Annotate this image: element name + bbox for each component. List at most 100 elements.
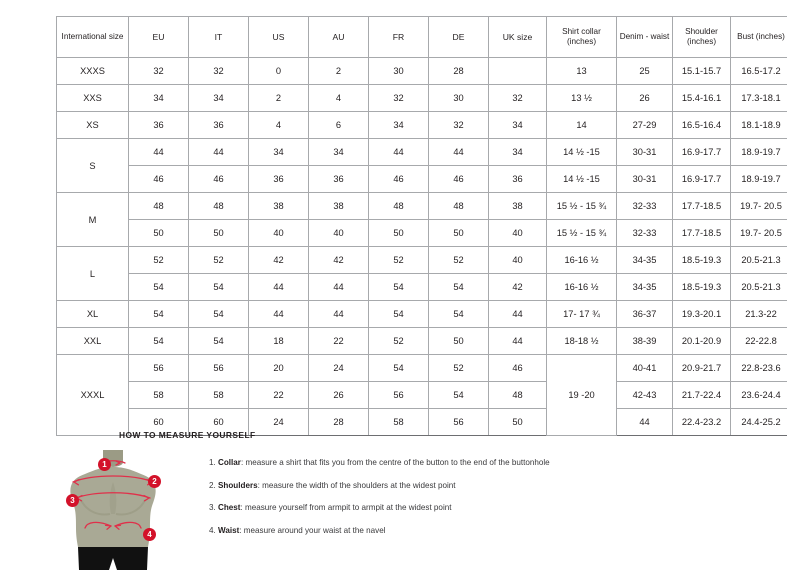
cell-bust: 21.3-22 xyxy=(731,301,787,328)
cell-it: 48 xyxy=(189,193,249,220)
cell-international-size: S xyxy=(57,139,129,193)
cell-eu: 54 xyxy=(129,328,189,355)
instruction-term: Shoulders xyxy=(218,481,258,490)
cell-it: 58 xyxy=(189,382,249,409)
cell-fr: 52 xyxy=(369,247,429,274)
size-chart-table-container: International size EU IT US AU FR DE UK … xyxy=(56,16,784,436)
column-header-de: DE xyxy=(429,17,489,58)
cell-collar: 14 ½ -15 xyxy=(547,166,617,193)
table-header: International size EU IT US AU FR DE UK … xyxy=(57,17,787,58)
cell-denim: 38-39 xyxy=(617,328,673,355)
size-chart-table: International size EU IT US AU FR DE UK … xyxy=(56,16,787,436)
cell-us: 20 xyxy=(249,355,309,382)
column-header-au: AU xyxy=(309,17,369,58)
cell-bust: 17.3-18.1 xyxy=(731,85,787,112)
cell-international-size: XS xyxy=(57,112,129,139)
cell-denim: 30-31 xyxy=(617,139,673,166)
cell-denim: 26 xyxy=(617,85,673,112)
cell-fr: 30 xyxy=(369,58,429,85)
cell-fr: 34 xyxy=(369,112,429,139)
cell-collar: 16-16 ½ xyxy=(547,274,617,301)
cell-fr: 56 xyxy=(369,382,429,409)
instruction-number: 1. xyxy=(209,458,216,467)
cell-bust: 24.4-25.2 xyxy=(731,409,787,436)
cell-uk xyxy=(489,58,547,85)
measurement-marker-2: 2 xyxy=(148,475,161,488)
instruction-item: 1. Collar: measure a shirt that fits you… xyxy=(209,458,550,468)
cell-international-size: L xyxy=(57,247,129,301)
cell-bust: 22.8-23.6 xyxy=(731,355,787,382)
column-header-eu: EU xyxy=(129,17,189,58)
cell-denim: 34-35 xyxy=(617,274,673,301)
column-header-it: IT xyxy=(189,17,249,58)
cell-denim: 25 xyxy=(617,58,673,85)
instruction-text: : measure the width of the shoulders at … xyxy=(258,481,456,490)
column-header-fr: FR xyxy=(369,17,429,58)
how-to-measure-title: HOW TO MEASURE YOURSELF xyxy=(119,430,719,440)
cell-au: 22 xyxy=(309,328,369,355)
cell-denim: 32-33 xyxy=(617,220,673,247)
cell-us: 0 xyxy=(249,58,309,85)
cell-international-size: XXXL xyxy=(57,355,129,436)
cell-us: 18 xyxy=(249,328,309,355)
cell-au: 44 xyxy=(309,301,369,328)
cell-collar: 18-18 ½ xyxy=(547,328,617,355)
cell-eu: 50 xyxy=(129,220,189,247)
instruction-term: Chest xyxy=(218,503,241,512)
cell-eu: 54 xyxy=(129,301,189,328)
cell-it: 52 xyxy=(189,247,249,274)
cell-denim: 42-43 xyxy=(617,382,673,409)
cell-collar: 13 ½ xyxy=(547,85,617,112)
measurement-marker-3: 3 xyxy=(66,494,79,507)
instruction-number: 2. xyxy=(209,481,216,490)
measurement-marker-1: 1 xyxy=(98,458,111,471)
cell-au: 40 xyxy=(309,220,369,247)
cell-de: 50 xyxy=(429,220,489,247)
cell-us: 42 xyxy=(249,247,309,274)
cell-it: 50 xyxy=(189,220,249,247)
cell-denim: 40-41 xyxy=(617,355,673,382)
instruction-item: 3. Chest: measure yourself from armpit t… xyxy=(209,503,550,513)
instruction-text: : measure yourself from armpit to armpit… xyxy=(241,503,452,512)
instruction-text: : measure a shirt that fits you from the… xyxy=(241,458,550,467)
cell-denim: 36-37 xyxy=(617,301,673,328)
cell-it: 36 xyxy=(189,112,249,139)
how-to-measure-section: HOW TO MEASURE YOURSELF xyxy=(119,430,719,574)
cell-uk: 40 xyxy=(489,247,547,274)
cell-bust: 18.1-18.9 xyxy=(731,112,787,139)
cell-au: 38 xyxy=(309,193,369,220)
cell-us: 22 xyxy=(249,382,309,409)
cell-au: 6 xyxy=(309,112,369,139)
cell-collar: 15 ½ - 15 ¾ xyxy=(547,220,617,247)
cell-fr: 50 xyxy=(369,220,429,247)
cell-it: 54 xyxy=(189,274,249,301)
cell-eu: 52 xyxy=(129,247,189,274)
cell-eu: 32 xyxy=(129,58,189,85)
cell-eu: 48 xyxy=(129,193,189,220)
cell-eu: 56 xyxy=(129,355,189,382)
cell-bust: 16.5-17.2 xyxy=(731,58,787,85)
cell-it: 32 xyxy=(189,58,249,85)
measurement-instructions-list: 1. Collar: measure a shirt that fits you… xyxy=(209,446,550,549)
cell-bust: 23.6-24.4 xyxy=(731,382,787,409)
cell-de: 44 xyxy=(429,139,489,166)
cell-it: 54 xyxy=(189,301,249,328)
cell-de: 48 xyxy=(429,193,489,220)
cell-uk: 34 xyxy=(489,139,547,166)
cell-de: 50 xyxy=(429,328,489,355)
column-header-international-size: International size xyxy=(57,17,129,58)
cell-it: 56 xyxy=(189,355,249,382)
cell-uk: 48 xyxy=(489,382,547,409)
cell-eu: 36 xyxy=(129,112,189,139)
cell-au: 36 xyxy=(309,166,369,193)
cell-us: 36 xyxy=(249,166,309,193)
cell-bust: 18.9-19.7 xyxy=(731,139,787,166)
column-header-denim-waist: Denim - waist xyxy=(617,17,673,58)
